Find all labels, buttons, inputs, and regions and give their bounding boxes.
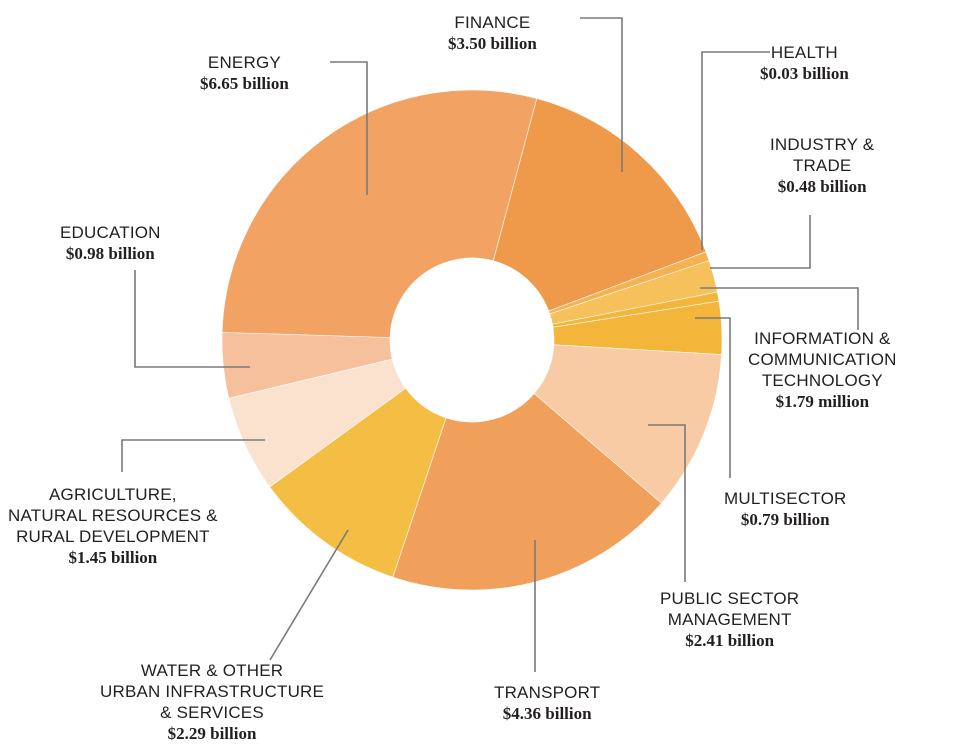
label-industry: INDUSTRY & TRADE $0.48 billion	[770, 134, 874, 197]
label-agriculture-name-3: RURAL DEVELOPMENT	[16, 527, 210, 546]
label-agriculture-name-2: NATURAL RESOURCES &	[8, 506, 218, 525]
label-ict-name-3: TECHNOLOGY	[761, 371, 883, 390]
label-ict-name-1: INFORMATION &	[754, 329, 891, 348]
slice-water-other-urban-infrastructure-services	[269, 387, 447, 578]
label-public: PUBLIC SECTOR MANAGEMENT $2.41 billion	[660, 588, 799, 651]
label-transport: TRANSPORT $4.36 billion	[494, 682, 600, 724]
label-education: EDUCATION $0.98 billion	[60, 222, 161, 264]
label-energy: ENERGY $6.65 billion	[200, 52, 289, 94]
leader-multisector	[695, 317, 731, 478]
label-public-name-1: PUBLIC SECTOR	[660, 589, 800, 608]
label-water-name-2: URBAN INFRASTRUCTURE	[100, 682, 325, 701]
label-education-name: EDUCATION	[60, 223, 161, 242]
label-industry-name-2: TRADE	[792, 156, 852, 175]
label-ict: INFORMATION & COMMUNICATION TECHNOLOGY $…	[748, 328, 897, 412]
label-water-name-3: & SERVICES	[160, 703, 264, 722]
label-finance-name: FINANCE	[454, 13, 531, 32]
label-transport-value: $4.36 billion	[502, 704, 592, 723]
label-water: WATER & OTHER URBAN INFRASTRUCTURE & SER…	[100, 660, 324, 744]
leader-public	[648, 424, 686, 582]
leader-water	[269, 529, 349, 661]
label-transport-name: TRANSPORT	[494, 683, 601, 702]
label-agriculture: AGRICULTURE, NATURAL RESOURCES & RURAL D…	[8, 484, 218, 568]
label-ict-value: $1.79 million	[775, 392, 870, 411]
leader-industry	[710, 215, 811, 269]
label-agriculture-value: $1.45 billion	[68, 548, 158, 567]
label-education-value: $0.98 billion	[65, 244, 155, 263]
label-finance-value: $3.50 billion	[448, 34, 537, 53]
label-health-name: HEALTH	[770, 43, 838, 62]
leader-energy	[330, 61, 368, 195]
leader-finance	[580, 17, 623, 172]
leader-agriculture	[121, 439, 265, 472]
label-multisector-value: $0.79 billion	[740, 510, 830, 529]
label-energy-name: ENERGY	[207, 53, 281, 72]
label-multisector: MULTISECTOR $0.79 billion	[724, 488, 846, 530]
label-industry-value: $0.48 billion	[777, 177, 867, 196]
slice-transport	[392, 393, 662, 591]
leader-ict	[700, 287, 859, 330]
label-multisector-name: MULTISECTOR	[724, 489, 847, 508]
label-ict-name-2: COMMUNICATION	[748, 350, 897, 369]
label-health: HEALTH $0.03 billion	[760, 42, 849, 84]
label-public-name-2: MANAGEMENT	[667, 610, 792, 629]
label-water-name-1: WATER & OTHER	[140, 661, 284, 680]
slice-finance	[492, 98, 707, 312]
leader-education	[134, 270, 250, 368]
label-agriculture-name-1: AGRICULTURE,	[49, 485, 177, 504]
label-public-value: $2.41 billion	[685, 631, 775, 650]
leader-health	[701, 51, 770, 250]
label-energy-value: $6.65 billion	[200, 74, 289, 93]
label-finance: FINANCE $3.50 billion	[448, 12, 537, 54]
label-water-value: $2.29 billion	[167, 724, 257, 743]
label-industry-name-1: INDUSTRY &	[770, 135, 875, 154]
slice-energy	[221, 89, 538, 338]
label-health-value: $0.03 billion	[760, 64, 849, 83]
slice-public-sector-management	[533, 344, 722, 504]
